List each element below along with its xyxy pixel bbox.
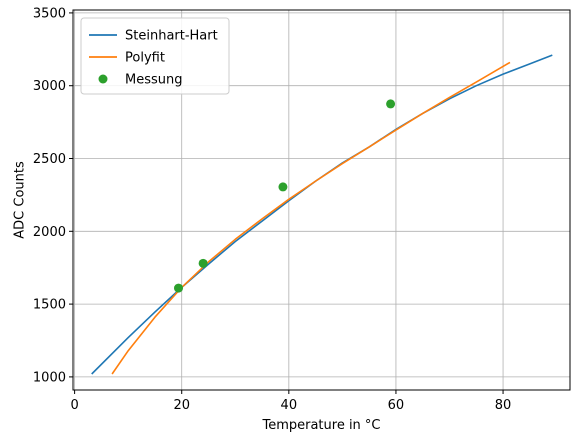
data-point xyxy=(278,182,288,192)
data-point xyxy=(198,258,208,268)
x-tick-label: 40 xyxy=(281,398,298,413)
x-tick-label: 0 xyxy=(70,398,78,413)
x-axis-title: Temperature in °C xyxy=(261,418,380,433)
series-line-1 xyxy=(111,61,511,375)
y-tick-label: 1000 xyxy=(33,370,66,385)
x-tick-label: 80 xyxy=(495,398,512,413)
ticks: 0 20 40 60 80 1000 1500 2000 2500 3000 3500 xyxy=(33,6,511,413)
y-tick-label: 2500 xyxy=(33,152,66,167)
y-tick-label: 3000 xyxy=(33,79,66,94)
series-line-0 xyxy=(91,54,553,375)
legend-label: Messung xyxy=(125,73,183,88)
y-tick-label: 2000 xyxy=(33,225,66,240)
legend-label: Polyfit xyxy=(125,51,165,66)
legend-label: Steinhart-Hart xyxy=(125,29,218,44)
y-tick-label: 1500 xyxy=(33,298,66,313)
legend: Steinhart-Hart Polyfit Messung xyxy=(80,17,230,95)
legend-marker xyxy=(98,74,108,84)
y-axis-title: ADC Counts xyxy=(13,161,28,239)
data-point xyxy=(174,283,184,293)
legend-box xyxy=(80,17,230,95)
x-tick-label: 60 xyxy=(388,398,405,413)
plot-frame xyxy=(72,9,571,391)
data-point xyxy=(386,99,396,109)
series-layer xyxy=(91,54,553,375)
y-tick-label: 3500 xyxy=(33,6,66,21)
x-tick-label: 20 xyxy=(173,398,190,413)
